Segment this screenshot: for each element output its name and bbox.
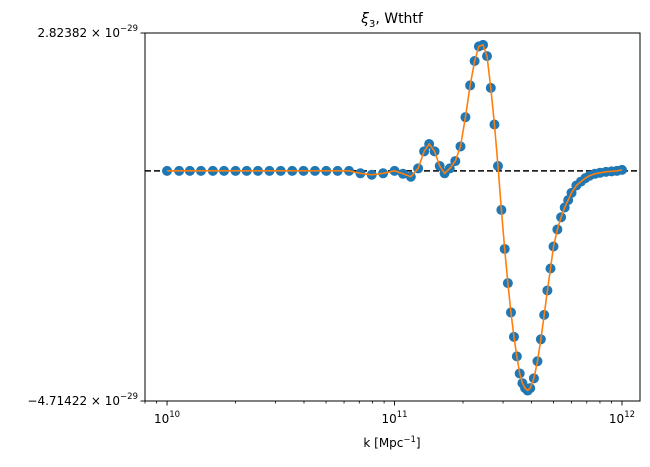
- y-tick-label: −4.71422 × 10−29: [27, 392, 138, 408]
- x-axis: 1010 1011 1012: [144, 401, 635, 426]
- x-axis-label: k [Mpc−1]: [363, 435, 420, 450]
- y-tick-label: 2.82382 × 10−29: [37, 24, 138, 40]
- y-axis: 2.82382 × 10−29 −4.71422 × 10−29: [27, 24, 145, 408]
- chart-title: ξ3, Wthtf: [360, 11, 424, 30]
- x-tick-label: 1010: [154, 410, 180, 426]
- x-tick-label: 1011: [381, 410, 407, 426]
- plot-frame: [144, 32, 641, 402]
- x-tick-label: 1012: [609, 410, 635, 426]
- fit-line: [167, 43, 623, 392]
- series-layer: [145, 39, 640, 396]
